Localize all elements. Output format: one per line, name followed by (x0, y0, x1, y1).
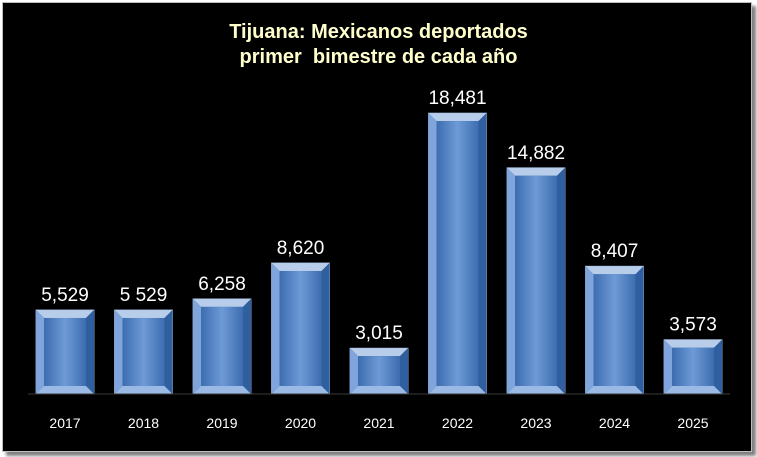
value-label-2021: 3,015 (355, 323, 403, 344)
bar-2019 (192, 298, 252, 395)
bar-2024 (585, 265, 644, 395)
category-label-2025: 2025 (677, 415, 708, 431)
value-label-2023: 14,882 (507, 143, 565, 164)
category-label-2020: 2020 (285, 415, 316, 431)
chart-title: Tijuana: Mexicanos deportados primer bim… (0, 20, 757, 70)
category-label-2021: 2021 (363, 415, 394, 431)
value-label-2024: 8,407 (591, 241, 639, 262)
chart-title-line-1: Tijuana: Mexicanos deportados (229, 21, 528, 43)
bar-2025 (663, 339, 723, 395)
value-label-2025: 3,573 (669, 315, 717, 336)
category-label-2024: 2024 (599, 415, 630, 431)
category-label-2017: 2017 (49, 415, 80, 431)
chart-title-line-2: primer bimestre de cada año (239, 46, 518, 68)
value-label-2020: 8,620 (277, 238, 325, 259)
bar-2021 (349, 347, 409, 395)
bar-2020 (271, 262, 330, 395)
category-label-2018: 2018 (128, 415, 159, 431)
value-label-2017: 5,529 (41, 285, 89, 306)
category-label-2023: 2023 (520, 415, 551, 431)
bar-2018 (114, 309, 173, 395)
category-label-2022: 2022 (442, 415, 473, 431)
bar-2022 (428, 112, 487, 395)
bar-2023 (506, 167, 566, 395)
value-label-2018: 5 529 (120, 285, 168, 306)
bars-group: 5,529 2017 5 529 2018 6,258 2019 8,620 2020 3,01… (35, 88, 723, 431)
bar-2017 (35, 309, 95, 395)
value-label-2019: 6,258 (198, 274, 246, 295)
value-label-2022: 18,481 (428, 88, 486, 109)
category-label-2019: 2019 (206, 415, 237, 431)
